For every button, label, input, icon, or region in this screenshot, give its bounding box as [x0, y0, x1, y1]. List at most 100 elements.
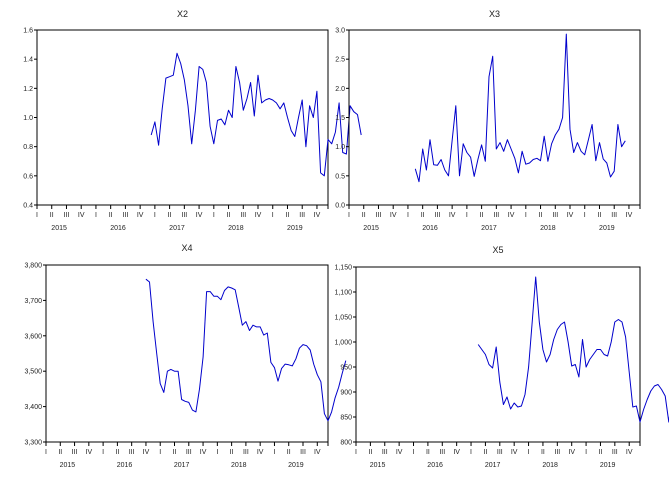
year-label: 2018 [231, 462, 247, 469]
quarter-label: IV [200, 449, 207, 456]
chart-x2: X20.40.60.81.01.21.41.6I II III IV I II III IV I… [23, 9, 362, 232]
y-tick-label: 1.4 [23, 57, 33, 64]
quarter-label: IV [390, 212, 397, 219]
y-tick-label: 3,500 [24, 369, 42, 376]
year-label: 2016 [117, 462, 133, 469]
quarter-label: III [497, 449, 503, 456]
quarter-label: III [434, 212, 440, 219]
quarter-label: I [407, 212, 409, 219]
quarter-label: I [466, 212, 468, 219]
quarter-label: II [483, 449, 487, 456]
quarter-label: IV [626, 449, 633, 456]
y-tick-label: 3.0 [335, 28, 345, 35]
year-label: 2016 [427, 462, 443, 469]
quarter-label: II [598, 212, 602, 219]
quarter-label: IV [255, 212, 262, 219]
quarter-label: I [413, 449, 415, 456]
y-tick-label: 1.5 [335, 115, 345, 122]
year-label: 2019 [288, 462, 304, 469]
quarter-label: II [173, 449, 177, 456]
y-tick-label: 1,150 [334, 265, 352, 272]
series-line-x5 [477, 276, 669, 423]
y-tick-label: 1.0 [23, 115, 33, 122]
quarter-label: I [45, 449, 47, 456]
plot-frame [355, 266, 641, 443]
quarter-label: IV [568, 449, 575, 456]
plot-frame [36, 29, 329, 206]
quarter-label: III [300, 449, 306, 456]
plot-frame [45, 264, 329, 443]
y-tick-label: 2.0 [335, 86, 345, 93]
quarter-label: III [493, 212, 499, 219]
year-label: 2017 [485, 462, 501, 469]
quarter-label: III [240, 212, 246, 219]
quarter-label: IV [86, 449, 93, 456]
quarter-label: IV [511, 449, 518, 456]
y-tick-label: 3,600 [24, 333, 42, 340]
year-label: 2017 [169, 225, 185, 232]
quarter-label: I [36, 212, 38, 219]
quarter-label: III [122, 212, 128, 219]
quarter-label: I [528, 449, 530, 456]
quarter-label: III [181, 212, 187, 219]
y-tick-label: 1,100 [334, 290, 352, 297]
quarter-label: I [213, 212, 215, 219]
y-tick-label: 950 [340, 365, 352, 372]
quarter-label: I [584, 212, 586, 219]
quarter-label: III [129, 449, 135, 456]
quarter-label: II [541, 449, 545, 456]
quarter-label: IV [143, 449, 150, 456]
chart-title: X3 [489, 9, 500, 19]
quarter-label: I [355, 449, 357, 456]
y-tick-label: 0.0 [335, 203, 345, 210]
quarter-label: II [421, 212, 425, 219]
quarter-label: I [273, 449, 275, 456]
y-tick-label: 3,300 [24, 440, 42, 447]
quarter-label: III [186, 449, 192, 456]
quarter-label: II [426, 449, 430, 456]
y-tick-label: 1.6 [23, 28, 33, 35]
quarter-label: I [159, 449, 161, 456]
y-tick-label: 850 [340, 415, 352, 422]
quarter-label: IV [453, 449, 460, 456]
chart-title: X4 [181, 243, 192, 253]
quarter-label: IV [196, 212, 203, 219]
quarter-label: III [552, 212, 558, 219]
quarter-label: I [348, 212, 350, 219]
quarter-label: II [58, 449, 62, 456]
year-label: 2015 [363, 225, 379, 232]
series-line-x3 [414, 33, 626, 183]
quarter-label: I [272, 212, 274, 219]
quarter-label: III [612, 449, 618, 456]
chart-title: X2 [177, 9, 188, 19]
quarter-label: IV [449, 212, 456, 219]
year-label: 2015 [60, 462, 76, 469]
y-tick-label: 1,000 [334, 340, 352, 347]
y-tick-label: 3,700 [24, 298, 42, 305]
quarter-label: I [154, 212, 156, 219]
quarter-label: IV [396, 449, 403, 456]
quarter-label: III [72, 449, 78, 456]
quarter-label: II [287, 449, 291, 456]
quarter-label: III [439, 449, 445, 456]
quarter-label: I [95, 212, 97, 219]
quarter-label: II [230, 449, 234, 456]
series-line-x2 [150, 52, 362, 177]
quarter-label: II [480, 212, 484, 219]
year-label: 2019 [599, 225, 615, 232]
quarter-label: IV [626, 212, 633, 219]
year-label: 2015 [51, 225, 67, 232]
y-tick-label: 0.8 [23, 144, 33, 151]
chart-title: X5 [492, 245, 503, 255]
quarter-label: IV [314, 212, 321, 219]
quarter-label: II [50, 212, 54, 219]
year-label: 2015 [370, 462, 386, 469]
quarter-label: III [299, 212, 305, 219]
year-label: 2016 [422, 225, 438, 232]
year-label: 2018 [228, 225, 244, 232]
quarter-label: III [554, 449, 560, 456]
quarter-label: III [611, 212, 617, 219]
y-tick-label: 0.4 [23, 203, 33, 210]
